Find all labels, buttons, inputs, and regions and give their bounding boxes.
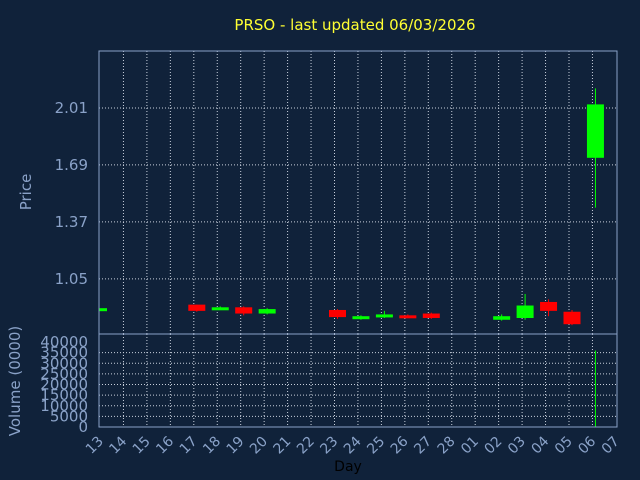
- candle-body: [99, 308, 107, 312]
- day-axis-ticks: 13 14 15 16 17 18 19 20 21 22 23 24 25 26 27 28 01 02 03 04…: [83, 433, 623, 457]
- candle-body: [422, 313, 440, 318]
- price-tick-label: 2.01: [55, 99, 88, 117]
- x-tick-label: 06: [575, 433, 599, 457]
- candles: [99, 88, 604, 326]
- candle: [235, 306, 253, 316]
- candle-body: [399, 315, 417, 319]
- candle: [99, 308, 107, 312]
- price-tick-label: 1.05: [55, 270, 88, 288]
- x-tick-label: 14: [106, 433, 130, 457]
- candle: [211, 306, 229, 311]
- candle: [563, 309, 581, 326]
- candle-body: [493, 316, 511, 320]
- candle-body: [516, 305, 534, 318]
- candle-body: [235, 307, 253, 314]
- x-axis-label: Day: [334, 459, 362, 475]
- candle-body: [563, 311, 581, 325]
- candle-body: [188, 304, 206, 311]
- price-tick-label: 1.37: [55, 213, 88, 231]
- price-axis-ticks: 1.05 1.37 1.69 2.01: [55, 99, 88, 288]
- x-tick-label: 01: [458, 434, 482, 458]
- candle: [516, 293, 534, 320]
- x-tick-label: 03: [505, 434, 529, 458]
- candle: [493, 314, 511, 321]
- volume-panel-frame: [98, 333, 618, 428]
- x-tick-label: 24: [341, 433, 365, 457]
- candle: [352, 315, 370, 320]
- chart-title: PRSO - last updated 06/03/2026: [234, 16, 475, 34]
- x-tick-label: 18: [200, 434, 224, 458]
- x-tick-label: 26: [388, 433, 412, 457]
- volume-tick-label: 20000: [40, 376, 88, 394]
- x-tick-label: 13: [83, 434, 107, 458]
- x-tick-label: 22: [294, 434, 318, 458]
- price-tick-label: 1.69: [55, 156, 88, 174]
- candle-body: [586, 104, 604, 158]
- x-tick-label: 19: [224, 434, 248, 458]
- candle-body: [329, 309, 346, 318]
- candle: [375, 310, 393, 318]
- x-tick-label: 15: [130, 434, 154, 458]
- x-tick-label: 28: [435, 434, 459, 458]
- x-tick-label: 04: [528, 433, 552, 457]
- x-tick-label: 16: [153, 433, 177, 457]
- candle-body: [352, 316, 370, 320]
- volume-axis-label: Volume (0000): [6, 326, 24, 436]
- x-tick-label: 20: [247, 434, 271, 458]
- price-axis-label: Price: [17, 174, 35, 211]
- candle-body: [258, 309, 276, 314]
- grid-lines: [99, 51, 617, 427]
- volume-tick-label: 0: [78, 418, 88, 436]
- volume-tick-label: 35000: [40, 344, 88, 362]
- candle-body: [540, 301, 558, 311]
- volume-tick-label: 5000: [50, 407, 88, 425]
- candle: [540, 299, 558, 317]
- candle-body: [375, 314, 393, 318]
- volume-tick-label: 15000: [40, 386, 88, 404]
- candle: [399, 314, 417, 319]
- volume-tick-label: 10000: [40, 397, 88, 415]
- volume-tick-label: 40000: [40, 333, 88, 351]
- candle: [188, 304, 206, 312]
- x-tick-label: 23: [317, 434, 341, 458]
- volume-tick-label: 25000: [40, 365, 88, 383]
- x-tick-label: 21: [271, 434, 295, 458]
- x-tick-label: 02: [482, 434, 506, 458]
- volume-tick-label: 30000: [40, 354, 88, 372]
- x-tick-label: 27: [411, 434, 435, 458]
- candle-body: [211, 307, 229, 311]
- x-tick-label: 25: [364, 434, 388, 458]
- x-tick-label: 05: [552, 434, 576, 458]
- candle: [329, 309, 346, 319]
- x-tick-label: 07: [599, 434, 623, 458]
- x-tick-label: 17: [177, 434, 201, 458]
- candle: [422, 312, 440, 319]
- candle: [586, 88, 604, 208]
- candle: [258, 308, 276, 315]
